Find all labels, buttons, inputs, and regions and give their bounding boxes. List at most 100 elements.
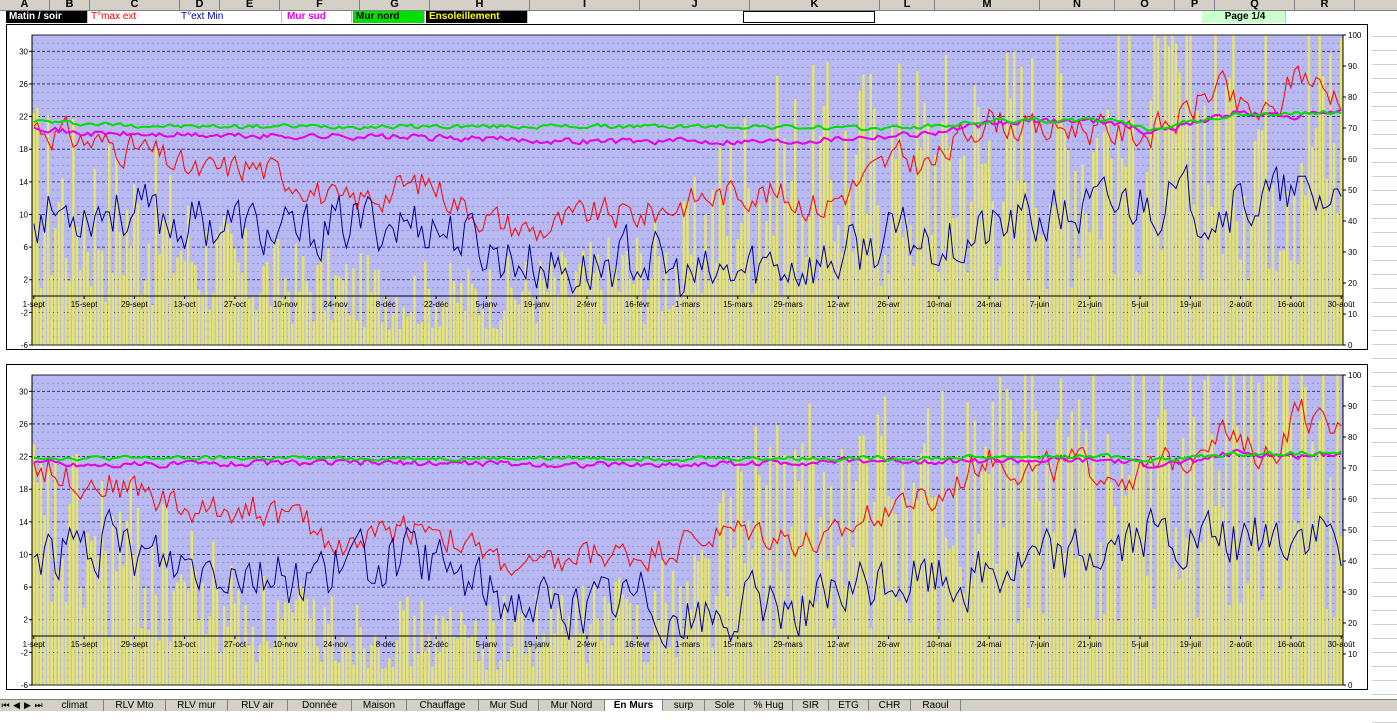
column-header-p[interactable]: P — [1175, 0, 1215, 10]
cell-right-42[interactable] — [1372, 611, 1397, 625]
sheet-tab-1[interactable]: RLV Mto — [104, 700, 166, 711]
column-header-j[interactable]: J — [640, 0, 750, 10]
column-header-k[interactable]: K — [750, 0, 880, 10]
sun-bar — [564, 257, 567, 345]
cell-right-27[interactable] — [1372, 401, 1397, 415]
cell-right-10[interactable] — [1372, 163, 1397, 177]
tab-nav-icon-2[interactable]: ▶ — [24, 700, 31, 710]
sheet-tab-8[interactable]: Mur Nord — [539, 700, 605, 711]
cell-right-9[interactable] — [1372, 149, 1397, 163]
chart-top[interactable]: -6 -2 2 6 10 14 18 22 26 30 0 10 20 30 40 50 60 70 80 90 100… — [6, 24, 1368, 350]
cell-right-37[interactable] — [1372, 541, 1397, 555]
cell-right-7[interactable] — [1372, 121, 1397, 135]
sheet-tab-6[interactable]: Chauffage — [407, 700, 479, 711]
cell-right-33[interactable] — [1372, 485, 1397, 499]
cell-right-5[interactable] — [1372, 93, 1397, 107]
cell-right-13[interactable] — [1372, 205, 1397, 219]
tab-nav-icon-0[interactable]: ⏮ — [1, 700, 10, 710]
cell-right-18[interactable] — [1372, 275, 1397, 289]
cell-right-17[interactable] — [1372, 261, 1397, 275]
sheet-tab-7[interactable]: Mur Sud — [479, 700, 539, 711]
cell-right-21[interactable] — [1372, 317, 1397, 331]
cell-right-41[interactable] — [1372, 597, 1397, 611]
cell-right-3[interactable] — [1372, 65, 1397, 79]
cell-right-32[interactable] — [1372, 471, 1397, 485]
cell-right-1[interactable] — [1372, 37, 1397, 51]
sheet-tab-0[interactable]: climat — [46, 700, 104, 711]
cell-right-4[interactable] — [1372, 79, 1397, 93]
cell-right-36[interactable] — [1372, 527, 1397, 541]
column-header-r[interactable]: R — [1295, 0, 1355, 10]
cell-right-14[interactable] — [1372, 219, 1397, 233]
cell-right-22[interactable] — [1372, 331, 1397, 345]
cell-right-0[interactable] — [1372, 23, 1397, 37]
cell-right-16[interactable] — [1372, 247, 1397, 261]
sheet-tab-5[interactable]: Maison — [352, 700, 407, 711]
column-header-m[interactable]: M — [935, 0, 1040, 10]
cell-right-28[interactable] — [1372, 415, 1397, 429]
cell-right-24[interactable] — [1372, 359, 1397, 373]
column-header-l[interactable]: L — [880, 0, 935, 10]
chart-bottom[interactable]: -6 -2 2 6 10 14 18 22 26 30 0 10 20 30 40 50 60 70 80 90 100… — [6, 364, 1368, 690]
selected-cell-k[interactable] — [743, 11, 875, 23]
cell-right-29[interactable] — [1372, 429, 1397, 443]
sun-bar — [75, 453, 79, 685]
cell-right-2[interactable] — [1372, 51, 1397, 65]
spreadsheet-cells-right[interactable] — [1372, 23, 1397, 723]
cell-right-44[interactable] — [1372, 639, 1397, 653]
right-tick-label: 70 — [1348, 124, 1357, 133]
cell-right-40[interactable] — [1372, 583, 1397, 597]
cell-right-31[interactable] — [1372, 457, 1397, 471]
cell-right-30[interactable] — [1372, 443, 1397, 457]
cell-right-6[interactable] — [1372, 107, 1397, 121]
column-header-o[interactable]: O — [1115, 0, 1175, 10]
column-header-c[interactable]: C — [90, 0, 180, 10]
column-header-a[interactable]: A — [0, 0, 50, 10]
cell-right-12[interactable] — [1372, 191, 1397, 205]
sheet-tab-3[interactable]: RLV air — [228, 700, 288, 711]
sun-bar — [1077, 399, 1081, 685]
sun-bar — [955, 455, 959, 685]
cell-right-45[interactable] — [1372, 653, 1397, 667]
cell-right-46[interactable] — [1372, 667, 1397, 681]
sheet-tab-10[interactable]: surp — [663, 700, 705, 711]
column-header-d[interactable]: D — [180, 0, 220, 10]
cell-right-34[interactable] — [1372, 499, 1397, 513]
cell-right-35[interactable] — [1372, 513, 1397, 527]
tab-nav-icon-3[interactable]: ⏭ — [34, 700, 43, 710]
cell-right-20[interactable] — [1372, 303, 1397, 317]
column-header-f[interactable]: F — [280, 0, 360, 10]
tab-nav-icon-1[interactable]: ◀ — [13, 700, 20, 710]
cell-right-19[interactable] — [1372, 289, 1397, 303]
column-header-n[interactable]: N — [1040, 0, 1115, 10]
sheet-tab-12[interactable]: % Hug — [745, 700, 793, 711]
sheet-tab-16[interactable]: Raoul — [911, 700, 961, 711]
cell-right-47[interactable] — [1372, 681, 1397, 695]
cell-right-11[interactable] — [1372, 177, 1397, 191]
sheet-tab-11[interactable]: Sole — [705, 700, 745, 711]
column-header-h[interactable]: H — [430, 0, 530, 10]
column-header-b[interactable]: B — [50, 0, 90, 10]
sheet-tab-9[interactable]: En Murs — [605, 700, 663, 711]
sheet-tab-13[interactable]: SIR — [793, 700, 829, 711]
cell-right-23[interactable] — [1372, 345, 1397, 359]
cell-right-26[interactable] — [1372, 387, 1397, 401]
sheet-tab-bar: ⏮ ◀ ▶ ⏭ climat RLV Mto RLV mur RLV air Donnée Mai… — [0, 699, 1397, 711]
cell-right-8[interactable] — [1372, 135, 1397, 149]
sheet-tab-14[interactable]: ETG — [829, 700, 869, 711]
sun-bar — [783, 138, 786, 345]
column-header-g[interactable]: G — [360, 0, 430, 10]
cell-right-25[interactable] — [1372, 373, 1397, 387]
x-tick-label: 13-oct — [174, 640, 197, 649]
column-header-i[interactable]: I — [530, 0, 640, 10]
sheet-tab-15[interactable]: CHR — [869, 700, 911, 711]
column-header-q[interactable]: Q — [1215, 0, 1295, 10]
cell-right-38[interactable] — [1372, 555, 1397, 569]
column-header-e[interactable]: E — [220, 0, 280, 10]
cell-right-15[interactable] — [1372, 233, 1397, 247]
cell-right-43[interactable] — [1372, 625, 1397, 639]
sheet-tab-4[interactable]: Donnée — [288, 700, 352, 711]
sheet-tab-2[interactable]: RLV mur — [166, 700, 228, 711]
cell-right-49[interactable] — [1372, 709, 1397, 723]
cell-right-39[interactable] — [1372, 569, 1397, 583]
